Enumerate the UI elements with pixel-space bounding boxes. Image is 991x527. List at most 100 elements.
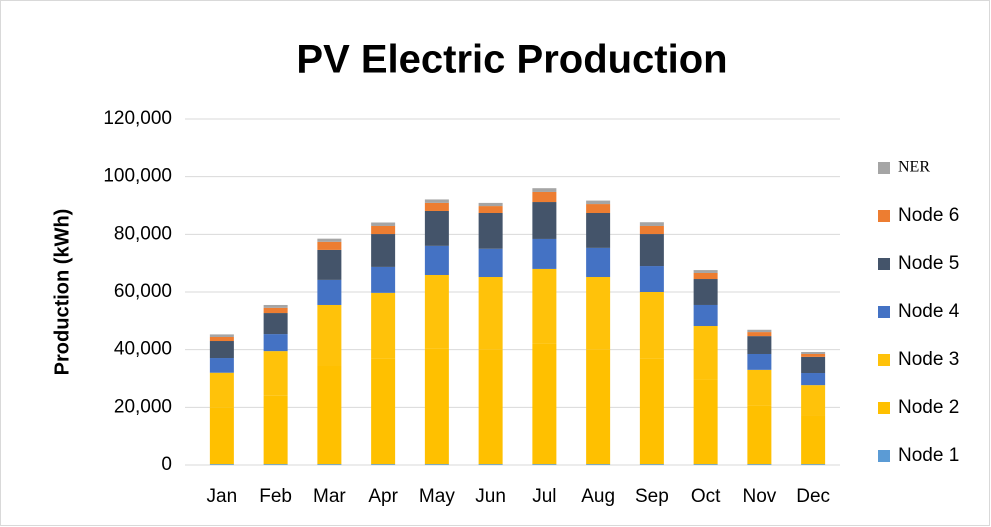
bar-segment	[747, 464, 772, 465]
bar-segment	[801, 415, 826, 465]
bar-segment	[424, 199, 449, 203]
bar-segment	[586, 204, 611, 213]
bar-segment	[478, 248, 503, 278]
bar-segment	[424, 464, 449, 465]
bar-segment	[209, 358, 234, 373]
bar-segment	[371, 222, 396, 226]
legend-swatch	[878, 402, 890, 414]
x-tick-label: Nov	[742, 486, 776, 507]
y-tick-label: 120,000	[103, 108, 172, 129]
bar-segment	[424, 210, 449, 246]
legend-label: Node 5	[898, 253, 959, 274]
bar-segment	[693, 326, 718, 380]
x-tick-label: May	[419, 486, 455, 507]
bar-segment	[747, 369, 772, 406]
bar-segment	[317, 241, 342, 250]
x-tick-label: Dec	[796, 486, 830, 507]
x-tick-label: Feb	[259, 486, 292, 507]
bar-segment	[693, 464, 718, 465]
bar-segment	[586, 212, 611, 248]
x-tick-label: Oct	[691, 486, 721, 507]
bar-segment	[371, 464, 396, 465]
bar-segment	[209, 341, 234, 359]
bar-segment	[586, 349, 611, 465]
y-tick-label: 40,000	[114, 339, 172, 360]
x-tick-label: Jun	[475, 486, 506, 507]
legend-swatch	[878, 306, 890, 318]
bar-segment	[209, 336, 234, 342]
bar-segment	[693, 272, 718, 280]
bar-segment	[532, 202, 557, 239]
bar-segment	[263, 304, 288, 308]
legend-label: NER	[898, 159, 930, 176]
bar-segment	[263, 351, 288, 396]
bar-segment	[693, 279, 718, 305]
bar-segment	[209, 334, 234, 337]
legend-swatch	[878, 450, 890, 462]
bar-segment	[371, 358, 396, 465]
bar-segment	[693, 304, 718, 327]
bar-segment	[639, 234, 664, 267]
y-tick-label: 80,000	[114, 223, 172, 244]
bar-segment	[478, 277, 503, 350]
bar-segment	[801, 373, 826, 386]
bar-segment	[532, 191, 557, 203]
bar-segment	[747, 353, 772, 370]
bar-segment	[639, 266, 664, 292]
bar-segment	[371, 234, 396, 267]
legend-label: Node 3	[898, 349, 959, 370]
bar-segment	[801, 353, 826, 357]
bar-segment	[478, 464, 503, 465]
x-tick-label: Mar	[313, 486, 346, 507]
legend-swatch	[878, 258, 890, 270]
bar-segment	[801, 385, 826, 416]
bar-segment	[801, 464, 826, 465]
bar-segment	[371, 266, 396, 293]
bar-segment	[317, 365, 342, 465]
bar-segment	[317, 249, 342, 280]
bar-segment	[263, 307, 288, 314]
bar-segment	[801, 351, 826, 354]
x-tick-label: Aug	[581, 486, 615, 507]
bar-segment	[371, 292, 396, 359]
legend-label: Node 4	[898, 301, 960, 322]
bar-segment	[639, 222, 664, 226]
bar-segment	[478, 206, 503, 213]
y-tick-label: 100,000	[103, 166, 172, 187]
bar-segment	[424, 348, 449, 465]
bar-segment	[317, 464, 342, 465]
bar-segment	[532, 238, 557, 269]
bar-segment	[424, 245, 449, 275]
bar-segment	[801, 356, 826, 374]
bar-segment	[532, 268, 557, 344]
bar-segment	[532, 343, 557, 465]
bar-segment	[639, 464, 664, 465]
legend-label: Node 1	[898, 445, 959, 466]
bar-segment	[424, 274, 449, 349]
bar-segment	[747, 329, 772, 333]
bar-segment	[586, 200, 611, 205]
bar-segment	[639, 292, 664, 359]
x-tick-label: Jan	[207, 486, 238, 507]
x-tick-label: Sep	[635, 486, 669, 507]
bar-segment	[263, 464, 288, 465]
bar-segment	[639, 358, 664, 465]
legend-swatch	[878, 354, 890, 366]
bar-segment	[586, 464, 611, 465]
bar-segment	[586, 247, 611, 278]
bar-segment	[263, 395, 288, 465]
bar-segment	[639, 225, 664, 235]
bar-segment	[263, 313, 288, 335]
legend-swatch	[878, 210, 890, 222]
bar-segment	[478, 212, 503, 249]
x-tick-label: Jul	[532, 486, 556, 507]
y-tick-label: 0	[161, 454, 172, 475]
bar-segment	[478, 202, 503, 207]
x-tick-label: Apr	[368, 486, 398, 507]
bar-segment	[586, 277, 611, 350]
bar-segment	[532, 464, 557, 465]
bar-segment	[747, 405, 772, 465]
legend-label: Node 2	[898, 397, 959, 418]
bar-segment	[263, 334, 288, 352]
